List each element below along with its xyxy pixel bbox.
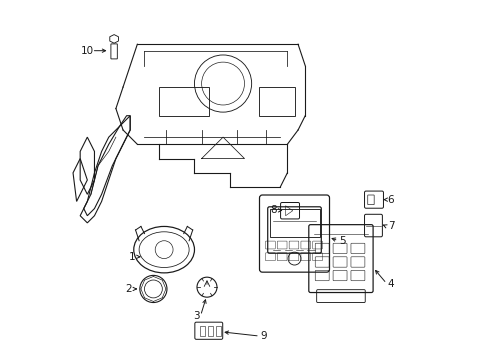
Text: 1: 1 [128, 252, 135, 262]
Text: 7: 7 [387, 221, 393, 231]
Text: 10: 10 [81, 46, 94, 56]
Text: 4: 4 [387, 279, 393, 289]
Text: 2: 2 [125, 284, 131, 294]
Text: 9: 9 [260, 331, 267, 341]
Text: 5: 5 [339, 236, 346, 246]
Text: 3: 3 [193, 311, 199, 321]
Text: 6: 6 [387, 195, 393, 204]
Text: 8: 8 [269, 205, 276, 215]
